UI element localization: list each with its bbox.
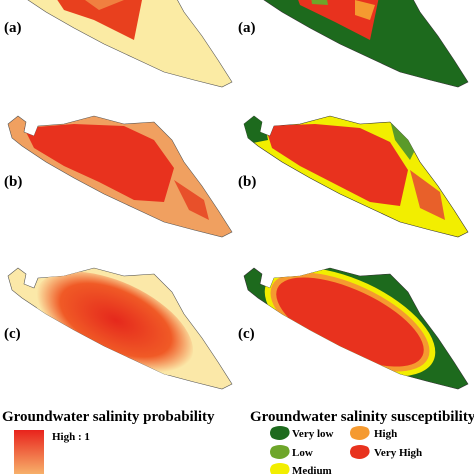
panel-label: (b)	[4, 174, 22, 190]
map-left-c	[7, 267, 233, 390]
map-left-b	[7, 115, 233, 238]
legend-swatch	[270, 445, 290, 459]
legend-label: Medium	[292, 465, 332, 474]
legend-swatch	[270, 463, 290, 474]
legend-swatch	[350, 445, 370, 459]
legend-swatch	[270, 426, 290, 440]
panel-label: (c)	[238, 326, 255, 342]
panel-label: (a)	[238, 20, 256, 36]
legend-gradient	[14, 430, 44, 474]
legend-label: Very low	[292, 428, 334, 440]
legend-label: Low	[292, 447, 313, 459]
panel-label: (c)	[4, 326, 21, 342]
map-left-a	[7, 0, 233, 88]
legend-label: High : 1	[52, 431, 90, 443]
panel-label: (b)	[238, 174, 256, 190]
map-right-a	[243, 0, 469, 88]
legend-title: Groundwater salinity probability	[2, 409, 215, 425]
legend-label: Very High	[374, 447, 422, 459]
legend-swatch	[350, 426, 370, 440]
panel-label: (a)	[4, 20, 22, 36]
legend-label: High	[374, 428, 397, 440]
map-right-c	[243, 267, 469, 390]
legend-title: Groundwater salinity susceptibility	[250, 409, 474, 425]
map-right-b	[243, 115, 469, 238]
